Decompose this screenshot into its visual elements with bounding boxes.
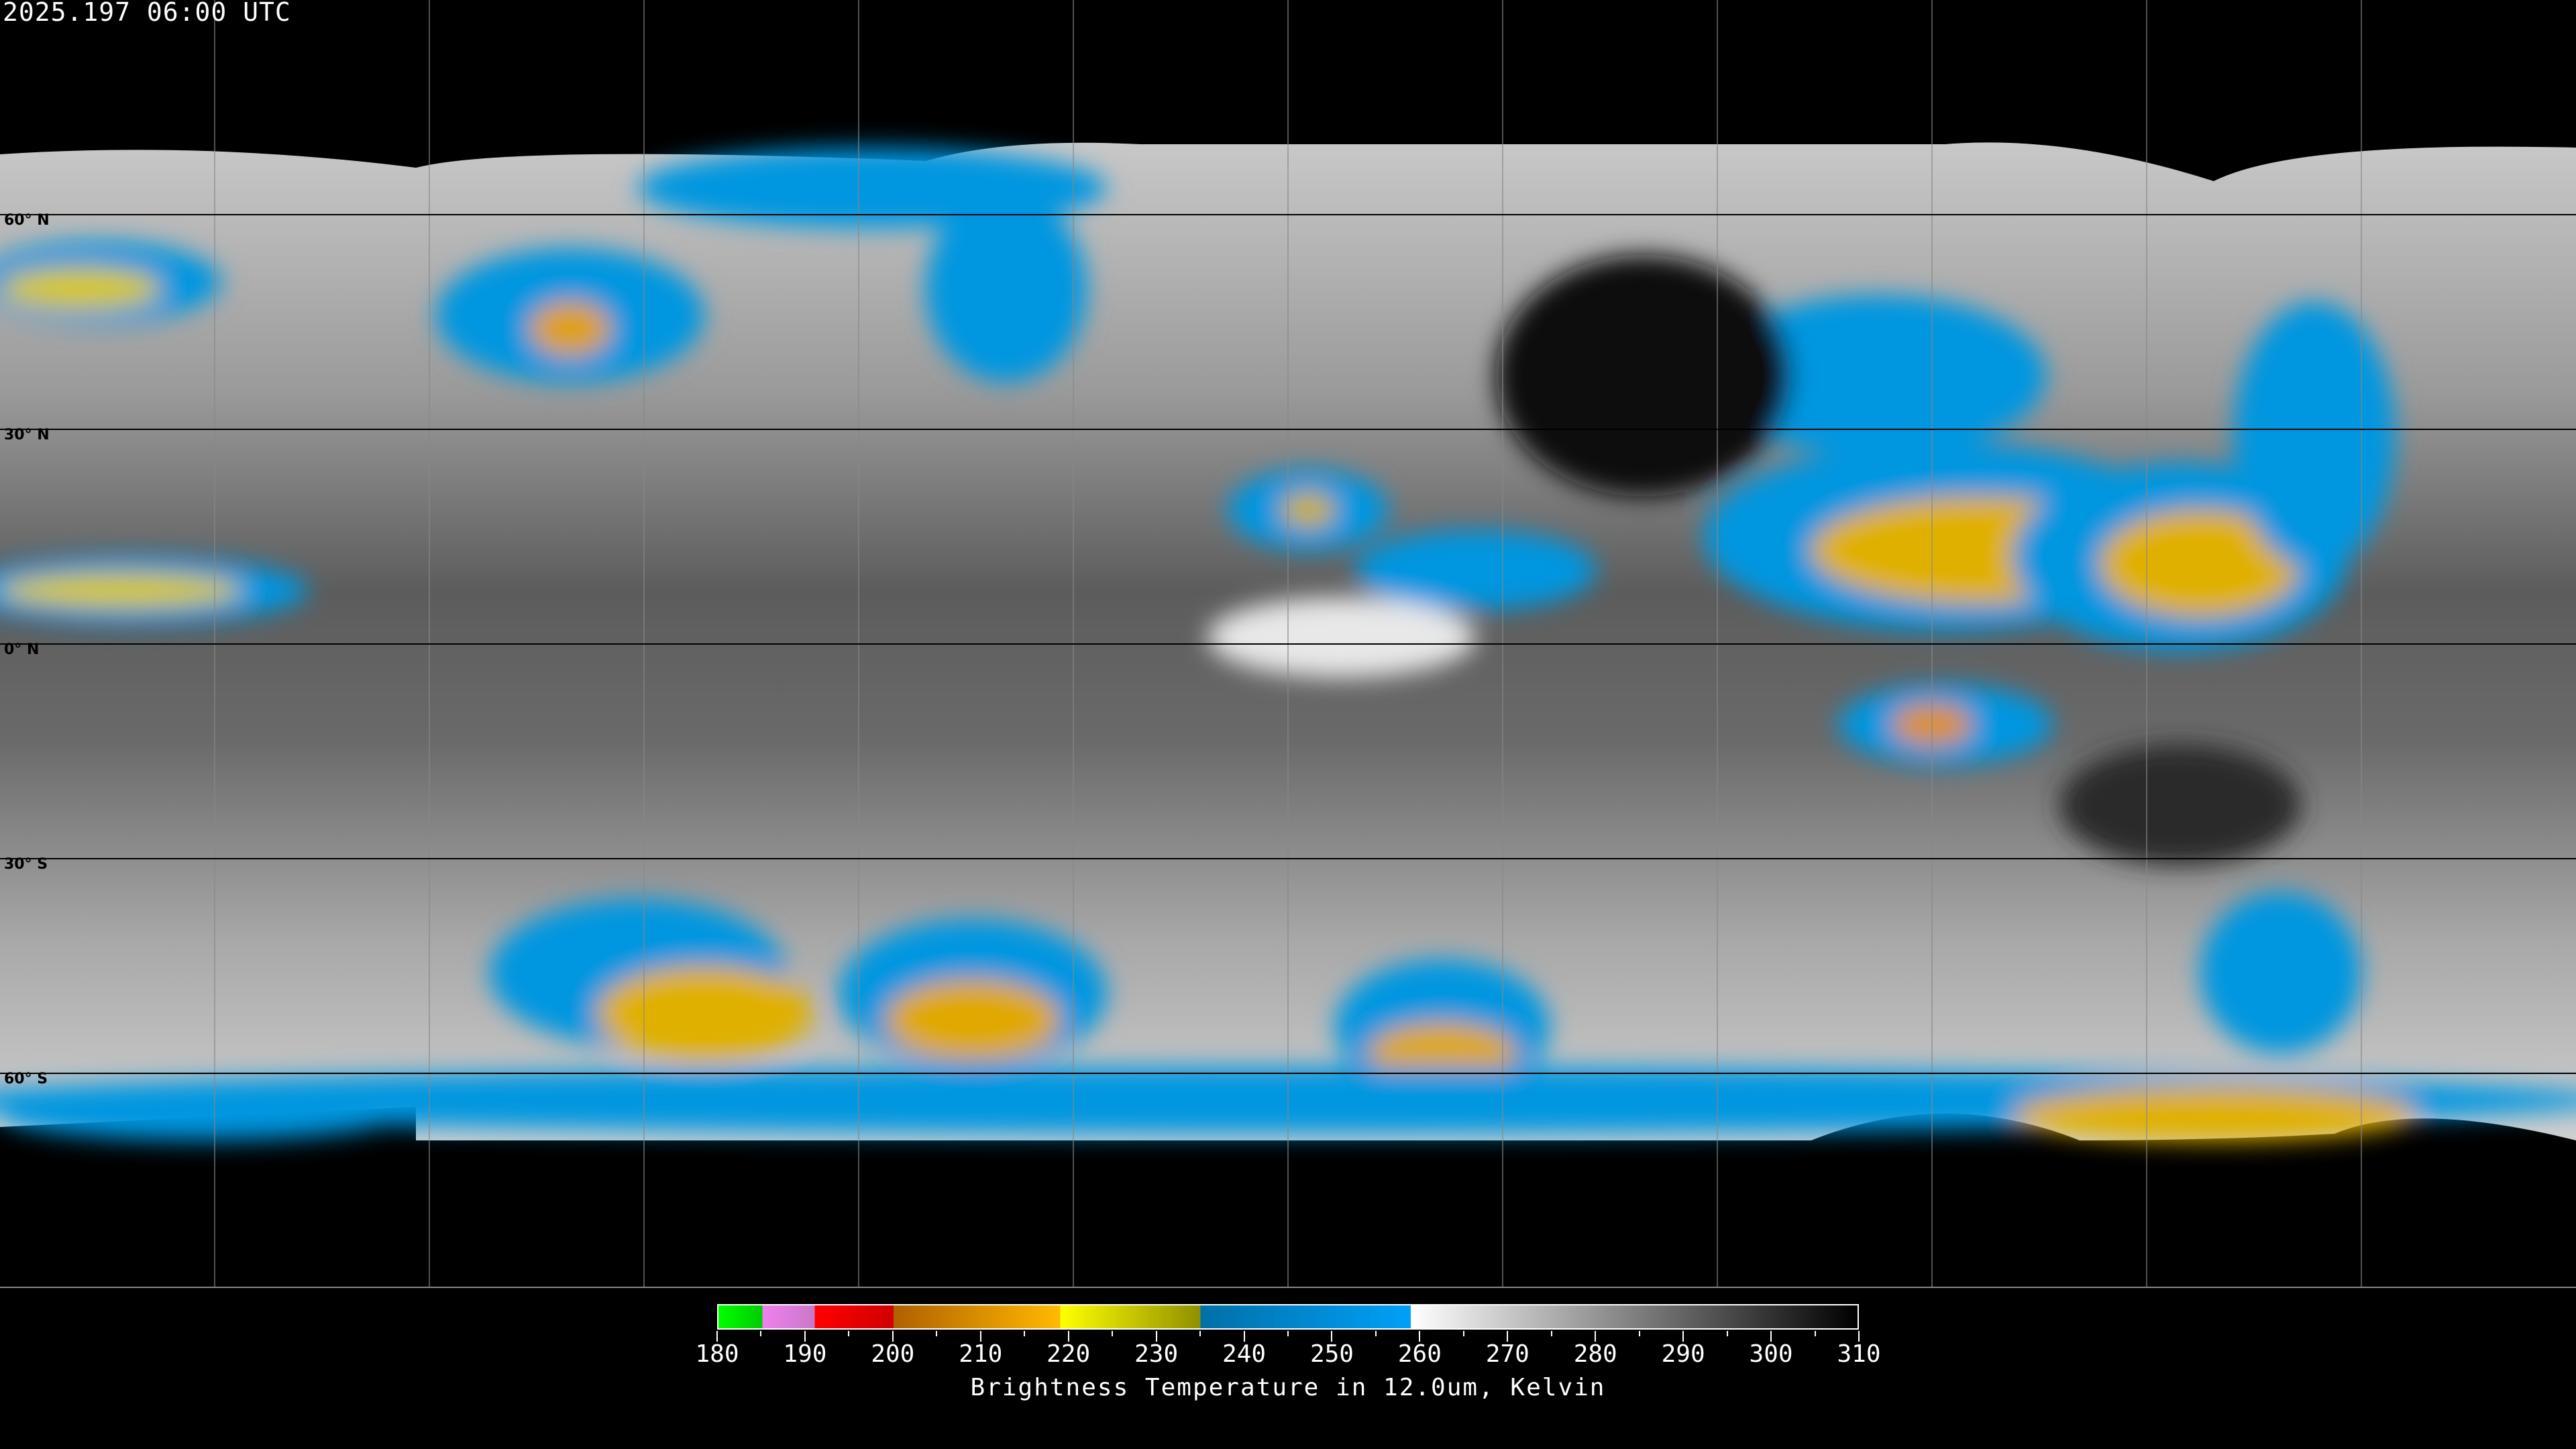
colorbar-tick (1770, 1331, 1772, 1342)
cloud-cluster (926, 195, 1087, 382)
colorbar-tick-label: 280 (1573, 1340, 1617, 1368)
colorbar-tick (1595, 1331, 1597, 1342)
colorbar-tick (716, 1331, 718, 1342)
cloud-cluster (0, 268, 161, 309)
cloud-cluster (885, 979, 1060, 1060)
colorbar (717, 1304, 1859, 1330)
colorbar-tick-label: 180 (695, 1340, 739, 1368)
colorbar-tick-label: 310 (1837, 1340, 1881, 1368)
colorbar-tick-label: 290 (1661, 1340, 1705, 1368)
colorbar-tick (1155, 1331, 1157, 1342)
colorbar-tick-label: 250 (1309, 1340, 1354, 1368)
colorbar-tick (892, 1331, 894, 1342)
colorbar-tick-label: 190 (783, 1340, 827, 1368)
colorbar-tick (1199, 1331, 1201, 1336)
colorbar-tick-label: 270 (1485, 1340, 1529, 1368)
colorbar-title: Brightness Temperature in 12.0um, Kelvin (970, 1374, 1606, 1401)
colorbar-tick-label: 230 (1134, 1340, 1179, 1368)
cloud-cluster (1355, 530, 1597, 610)
colorbar-tick-label: 210 (959, 1340, 1003, 1368)
map-border (0, 1287, 2576, 1288)
cloud-cluster (0, 574, 241, 607)
cloud-cluster (1496, 255, 1791, 496)
cloud-cluster (2059, 745, 2301, 865)
colorbar-tick (1243, 1331, 1245, 1342)
colorbar-tick (1507, 1331, 1509, 1342)
colorbar-tick (1814, 1331, 1816, 1336)
cloud-cluster (2234, 302, 2395, 570)
colorbar-tick-label: 260 (1397, 1340, 1442, 1368)
lat-label-60s: 60° S (4, 1071, 48, 1087)
colorbar-tick-label: 240 (1222, 1340, 1267, 1368)
colorbar-tick-label: 220 (1046, 1340, 1091, 1368)
colorbar-tick (1726, 1331, 1728, 1336)
cloud-cluster (2100, 510, 2301, 617)
colorbar-tick (1112, 1331, 1114, 1336)
colorbar-tick (1024, 1331, 1026, 1336)
cloud-cluster (1711, 295, 2046, 456)
colorbar-tick (804, 1331, 806, 1342)
colorbar-tick-label: 200 (871, 1340, 915, 1368)
cloud-cluster (597, 966, 812, 1060)
cloud-cluster (1208, 597, 1476, 678)
cloud-cluster (0, 1087, 402, 1140)
lat-label-0: 0° N (4, 641, 40, 658)
colorbar-tick-label: 300 (1749, 1340, 1793, 1368)
colorbar-tick (1067, 1331, 1069, 1342)
colorbar-tick (1331, 1331, 1333, 1342)
colorbar-tick (1375, 1331, 1377, 1336)
satellite-map (0, 0, 2576, 1288)
lat-label-60n: 60° N (4, 212, 50, 229)
colorbar-tick (1682, 1331, 1684, 1342)
cloud-cluster (2200, 892, 2361, 1053)
colorbar-tick (1638, 1331, 1640, 1336)
colorbar-tick (1419, 1331, 1421, 1342)
colorbar-tick (760, 1331, 762, 1336)
lat-label-30s: 30° S (4, 856, 48, 873)
colorbar-tick (848, 1331, 850, 1336)
lat-label-30n: 30° N (4, 427, 50, 443)
colorbar-tick (1462, 1331, 1464, 1336)
colorbar-tick (1858, 1331, 1860, 1342)
cloud-cluster (530, 302, 610, 356)
cloud-cluster (1281, 493, 1335, 527)
colorbar-tick (1287, 1331, 1289, 1336)
colorbar-tick (1550, 1331, 1552, 1336)
graticule (214, 0, 2362, 1288)
colorbar-tick (936, 1331, 938, 1336)
timestamp-title: 2025.197 06:00 UTC (3, 0, 291, 27)
cloud-cluster (2012, 1087, 2415, 1140)
colorbar-tick (979, 1331, 981, 1342)
